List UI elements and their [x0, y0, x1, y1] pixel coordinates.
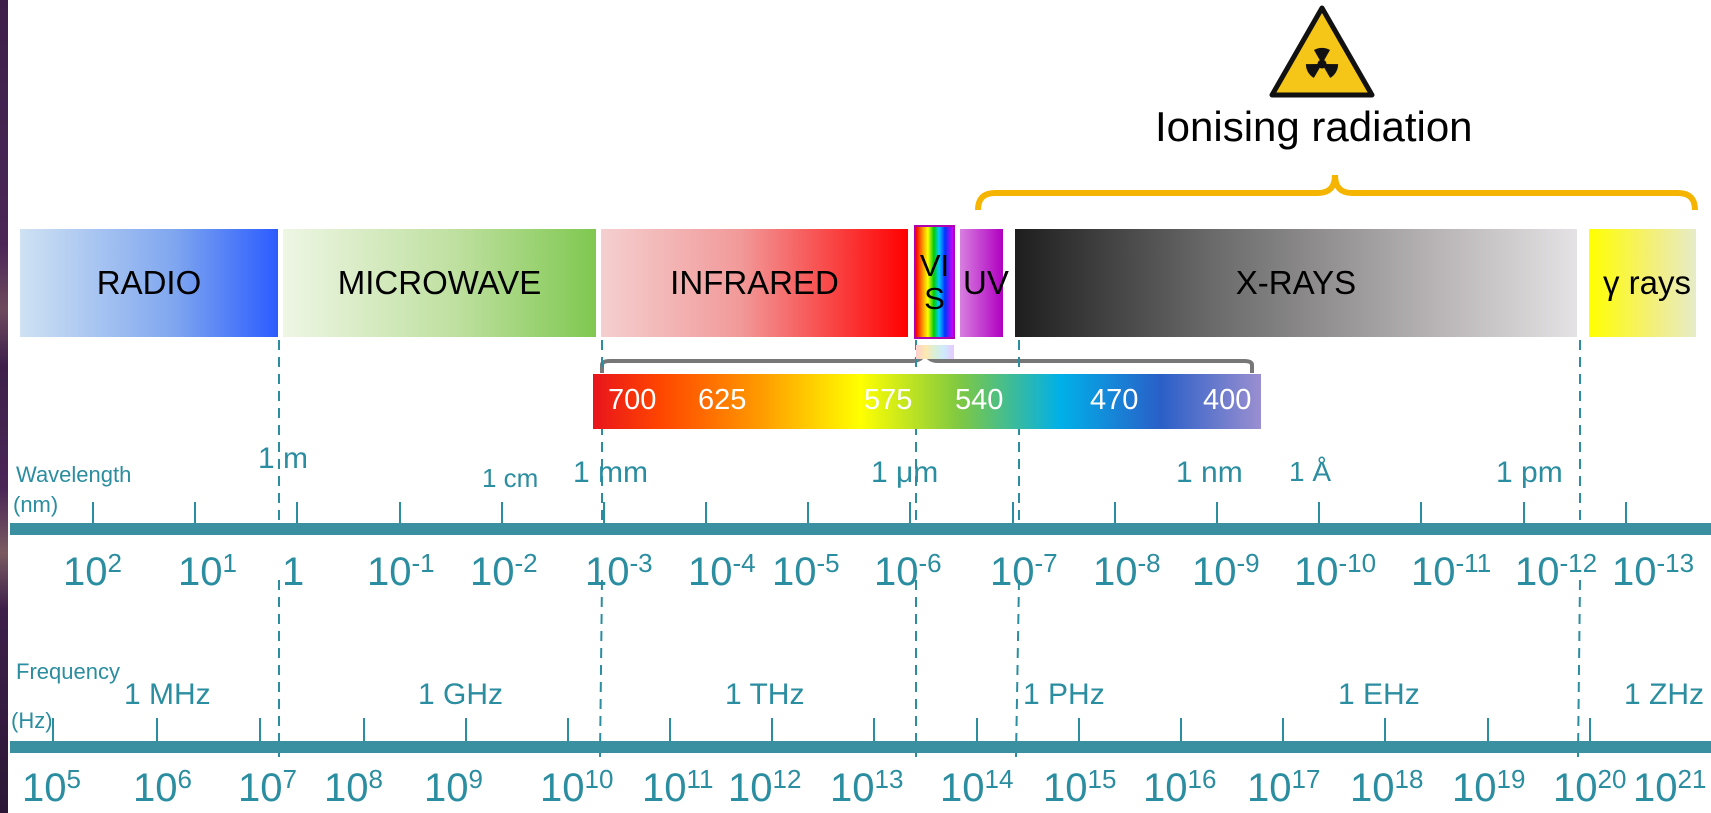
wavelength-exponent: 10-6: [874, 548, 942, 594]
frequency-exponent: 1017: [1247, 764, 1321, 810]
wavelength-exponent: 1: [282, 550, 305, 594]
frequency-exponent: 1019: [1452, 764, 1526, 810]
unit-1zhz: 1 ZHz: [1624, 678, 1705, 711]
visible-wavelength-575: 575: [864, 384, 913, 416]
frequency-ticks: [52, 718, 1591, 742]
frequency-exponent: 1011: [642, 764, 714, 810]
unit-1ghz: 1 GHz: [418, 678, 504, 711]
frequency-exponent: 106: [133, 764, 192, 810]
frequency-axis-line: [10, 741, 1711, 753]
band-label: INFRARED: [670, 264, 839, 301]
boundary-guides: [278, 340, 1581, 758]
wavelength-exponent: 10-10: [1294, 548, 1377, 594]
visible-band-shadow: [916, 345, 954, 359]
unit-1mhz: 1 MHz: [124, 678, 211, 711]
visible-wavelength-470: 470: [1090, 384, 1139, 416]
band-microwave: MICROWAVE: [283, 229, 596, 337]
frequency-exponent: 1018: [1350, 764, 1424, 810]
band-visible: VIS: [914, 225, 955, 339]
visible-wavelength-540: 540: [955, 384, 1004, 416]
band-label: γ rays: [1603, 264, 1692, 301]
visible-wavelength-400: 400: [1203, 384, 1252, 416]
band-label: UV: [963, 264, 1009, 301]
frequency-exponent: 1012: [728, 764, 802, 810]
wavelength-axis-unit: (nm): [13, 492, 59, 517]
visible-wavelength-625: 625: [698, 384, 747, 416]
band-label: RADIO: [96, 264, 202, 301]
unit-1ehz: 1 EHz: [1338, 678, 1420, 711]
visible-spectrum-strip: [593, 374, 1261, 429]
frequency-exponent: 1013: [830, 764, 904, 810]
frequency-axis-unit: (Hz): [11, 708, 53, 733]
band-xrays: X-RAYS: [1015, 229, 1577, 337]
wavelength-exponent: 10-11: [1411, 548, 1492, 594]
wavelength-ticks: [92, 502, 1627, 524]
wavelength-exponent: 10-13: [1612, 548, 1695, 594]
frequency-axis-title: Frequency: [16, 659, 120, 684]
frequency-exponent: 1010: [540, 764, 614, 810]
ionising-radiation-label: Ionising radiation: [1155, 103, 1473, 150]
wavelength-exponent: 10-2: [470, 548, 538, 594]
band-infrared: INFRARED: [601, 229, 908, 337]
unit-1m: 1 m: [258, 442, 309, 475]
wavelength-exponent: 10-7: [990, 548, 1058, 594]
wavelength-exponent: 10-3: [585, 548, 653, 594]
band-radio: RADIO: [20, 229, 278, 337]
band-label: MICROWAVE: [337, 264, 542, 301]
wavelength-exponent: 10-5: [772, 548, 840, 594]
wavelength-exponent: 101: [178, 548, 237, 594]
band-label: VIS: [919, 248, 950, 316]
frequency-exponent: 1020: [1553, 764, 1627, 810]
frequency-exponent: 108: [324, 764, 383, 810]
wavelength-exponent: 10-9: [1192, 548, 1260, 594]
unit-1nm: 1 nm: [1176, 456, 1243, 489]
wavelength-exponent: 10-4: [688, 548, 756, 594]
unit-1pm: 1 pm: [1496, 456, 1563, 489]
unit-1cm: 1 cm: [482, 463, 539, 493]
ionising-bracket: [975, 174, 1698, 211]
slide-edge-decoration: [0, 0, 8, 813]
visible-wavelength-700: 700: [608, 384, 657, 416]
unit-1thz: 1 THz: [725, 678, 805, 711]
band-label: X-RAYS: [1235, 264, 1357, 301]
frequency-exponent: 1014: [940, 764, 1014, 810]
frequency-exponent: 105: [22, 764, 81, 810]
wavelength-exponent: 10-8: [1093, 548, 1161, 594]
band-uv: UV: [960, 229, 1009, 337]
frequency-exponent: 1016: [1143, 764, 1217, 810]
radiation-warning-icon: [1269, 5, 1375, 98]
frequency-exponent: 107: [238, 764, 297, 810]
unit-1phz: 1 PHz: [1023, 678, 1105, 711]
wavelength-exponent: 10-1: [367, 548, 435, 594]
frequency-exponent: 1021: [1633, 764, 1707, 810]
band-gamma-rays: γ rays: [1589, 229, 1696, 337]
wavelength-exponent: 10-12: [1515, 548, 1598, 594]
wavelength-axis-title: Wavelength: [16, 462, 132, 487]
unit-1angstrom: 1 Å: [1289, 456, 1332, 487]
frequency-exponent: 1015: [1043, 764, 1117, 810]
unit-1mm: 1 mm: [573, 456, 648, 489]
wavelength-axis-line: [10, 523, 1711, 535]
wavelength-exponent: 102: [63, 548, 122, 594]
frequency-exponent: 109: [424, 764, 483, 810]
unit-1um: 1 μm: [871, 456, 939, 489]
